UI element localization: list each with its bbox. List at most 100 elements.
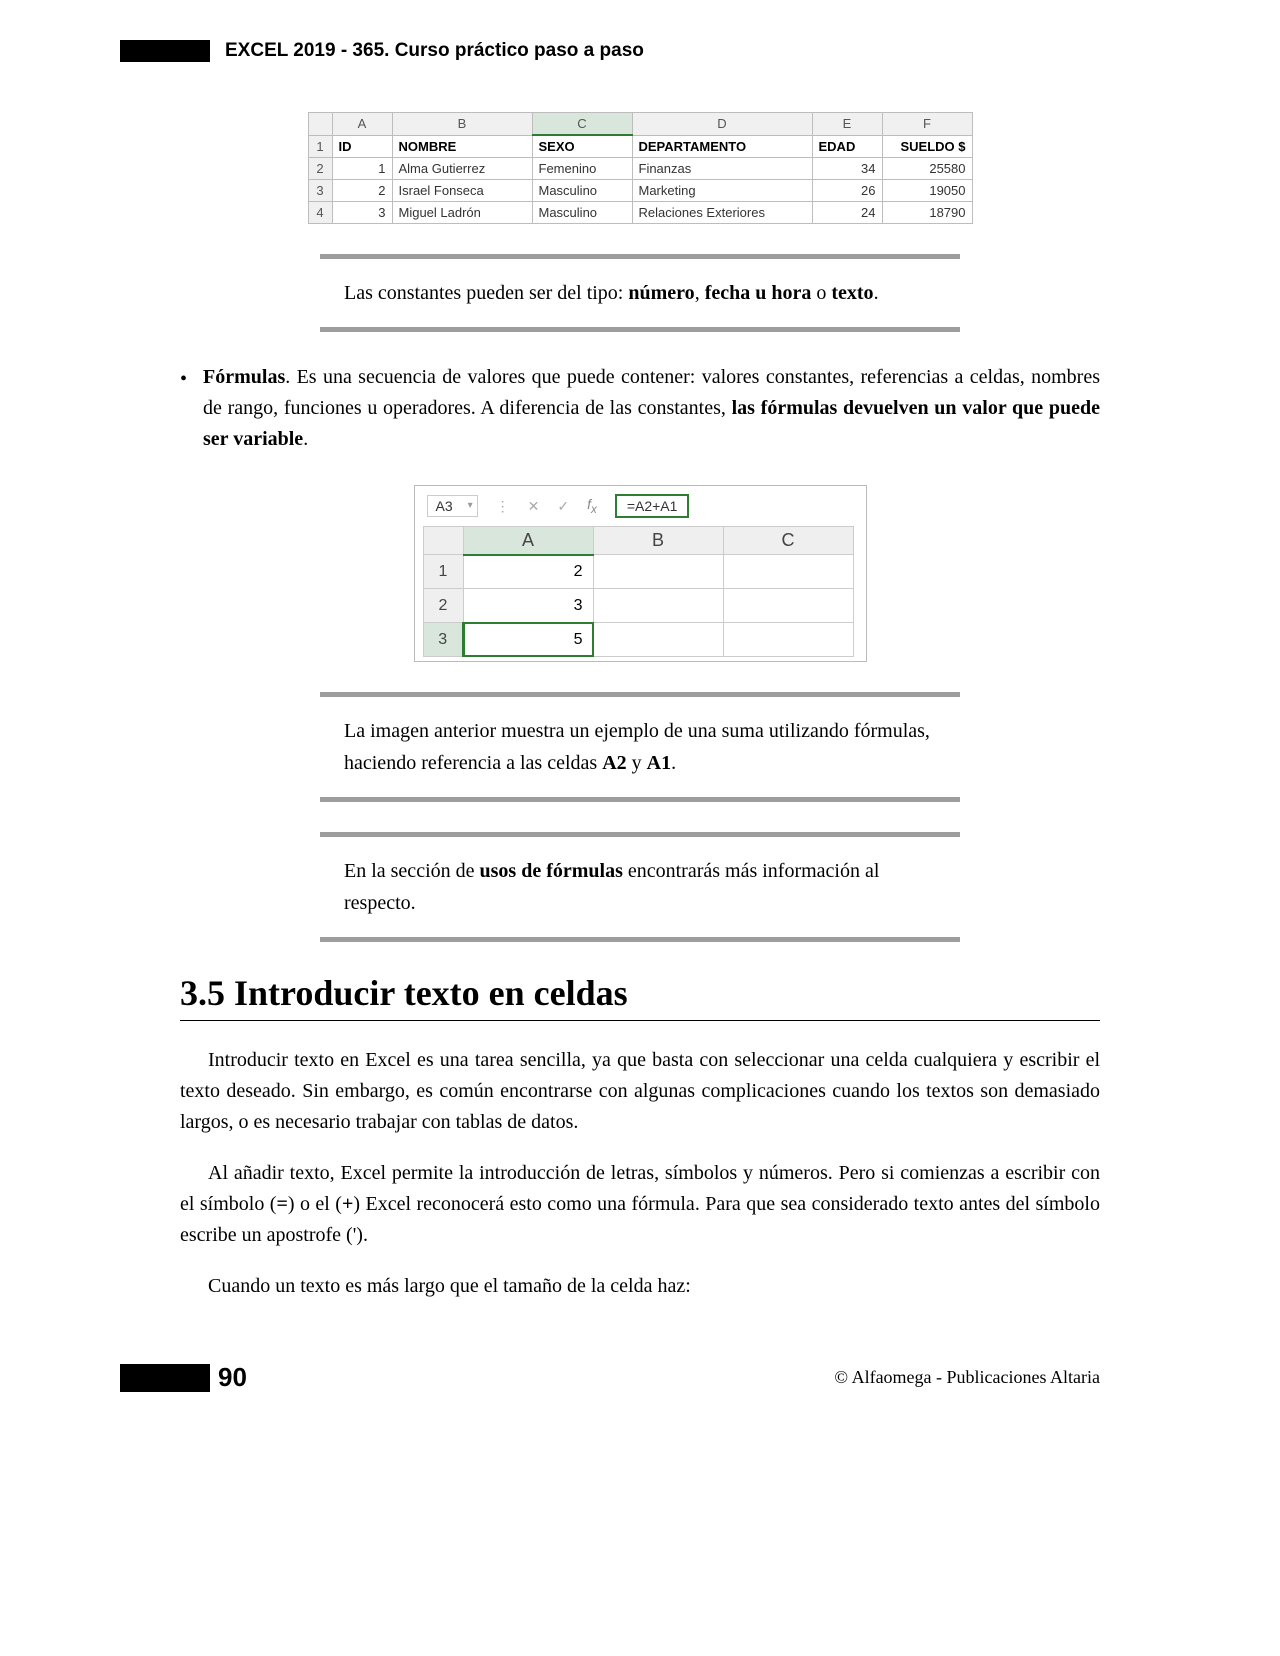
c2-b2: A1 — [647, 752, 671, 774]
cell-id-2: 2 — [332, 180, 392, 202]
para-1: Introducir texto en Excel es una tarea s… — [180, 1045, 1100, 1138]
hdr-sueldo: SUELDO $ — [882, 135, 972, 158]
footer-black-block — [120, 1364, 210, 1392]
row-2: 2 — [308, 158, 332, 180]
bullet-t2: . — [303, 428, 308, 450]
header-black-block — [120, 40, 210, 62]
callout2-bar-bottom — [320, 797, 960, 802]
callout-body: Las constantes pueden ser del tipo: núme… — [320, 259, 960, 327]
cell-dep-2: Marketing — [632, 180, 812, 202]
fx-icon: fx — [587, 496, 597, 516]
row-4: 4 — [308, 202, 332, 224]
cell-nombre-3: Miguel Ladrón — [392, 202, 532, 224]
callout-bar-bottom — [320, 327, 960, 332]
excel-formula-example: A3 ⋮ ✕ ✓ fx =A2+A1 A B C 1 2 — [120, 485, 1160, 662]
callout2-body: La imagen anterior muestra un ejemplo de… — [320, 697, 960, 797]
cell-sueldo-3: 18790 — [882, 202, 972, 224]
cell-C2 — [723, 589, 853, 623]
enter-icon: ✓ — [557, 498, 569, 515]
para-3: Cuando un texto es más largo que el tama… — [180, 1271, 1100, 1302]
c2-and: y — [627, 752, 647, 774]
bullet-text: Fórmulas. Es una secuencia de valores qu… — [203, 362, 1100, 455]
cell-A2: 3 — [463, 589, 593, 623]
col-F: F — [882, 113, 972, 136]
cell-sueldo-2: 19050 — [882, 180, 972, 202]
c1-prefix: Las constantes pueden ser del tipo: — [344, 282, 628, 304]
cell-sueldo-1: 25580 — [882, 158, 972, 180]
bullet-term: Fórmulas — [203, 366, 285, 388]
c3-t1: En la sección de — [344, 860, 480, 882]
col-B: B — [593, 527, 723, 555]
row-2: 2 — [423, 589, 463, 623]
hdr-dep: DEPARTAMENTO — [632, 135, 812, 158]
callout3-bar-bottom — [320, 937, 960, 942]
c1-b2: fecha u hora — [705, 282, 812, 304]
cell-sexo-1: Femenino — [532, 158, 632, 180]
cell-nombre-1: Alma Gutierrez — [392, 158, 532, 180]
excel-table-constants: A B C D E F 1 ID NOMBRE SEXO DEPARTAMENT… — [120, 112, 1160, 224]
hdr-id: ID — [332, 135, 392, 158]
hdr-nombre: NOMBRE — [392, 135, 532, 158]
page-header: EXCEL 2019 - 365. Curso práctico paso a … — [120, 40, 1160, 62]
page-number: 90 — [218, 1362, 247, 1393]
footer-left: 90 — [120, 1362, 247, 1393]
cell-B2 — [593, 589, 723, 623]
section-heading: 3.5 Introducir texto en celdas — [180, 972, 1160, 1014]
c1-b1: número — [628, 282, 694, 304]
bullet-dot-icon: • — [180, 364, 187, 455]
cell-sexo-3: Masculino — [532, 202, 632, 224]
p2-t2: ) o el ( — [288, 1193, 342, 1215]
header-title: EXCEL 2019 - 365. Curso práctico paso a … — [225, 40, 644, 62]
row-1: 1 — [423, 555, 463, 589]
cell-C3 — [723, 623, 853, 657]
row-1: 1 — [308, 135, 332, 158]
c1-b3: texto — [831, 282, 873, 304]
row-3: 3 — [308, 180, 332, 202]
callout3-body: En la sección de usos de fórmulas encont… — [320, 837, 960, 937]
divider-icon: ⋮ — [496, 498, 510, 515]
cell-edad-1: 34 — [812, 158, 882, 180]
cell-B1 — [593, 555, 723, 589]
callout-example: La imagen anterior muestra un ejemplo de… — [320, 692, 960, 802]
c1-mid: , — [695, 282, 705, 304]
cell-A1: 2 — [463, 555, 593, 589]
c3-b1: usos de fórmulas — [480, 860, 623, 882]
copyright: © Alfaomega - Publicaciones Altaria — [834, 1367, 1100, 1388]
cell-B3 — [593, 623, 723, 657]
corner-cell — [423, 527, 463, 555]
cell-C1 — [723, 555, 853, 589]
col-E: E — [812, 113, 882, 136]
col-C: C — [723, 527, 853, 555]
section-divider — [180, 1020, 1100, 1021]
cell-A3: 5 — [463, 623, 593, 657]
name-box: A3 — [427, 495, 478, 517]
para-2: Al añadir texto, Excel permite la introd… — [180, 1158, 1100, 1251]
p2-b1: = — [276, 1193, 287, 1215]
col-C: C — [532, 113, 632, 136]
cell-id-3: 3 — [332, 202, 392, 224]
c2-b1: A2 — [602, 752, 626, 774]
table-corner — [308, 113, 332, 136]
col-B: B — [392, 113, 532, 136]
cell-id-1: 1 — [332, 158, 392, 180]
p2-b2: + — [342, 1193, 353, 1215]
c1-suffix: . — [874, 282, 879, 304]
cell-dep-1: Finanzas — [632, 158, 812, 180]
callout-constants: Las constantes pueden ser del tipo: núme… — [320, 254, 960, 332]
cancel-icon: ✕ — [528, 498, 540, 515]
formula-box: =A2+A1 — [615, 494, 690, 518]
cell-edad-2: 26 — [812, 180, 882, 202]
col-A: A — [463, 527, 593, 555]
col-D: D — [632, 113, 812, 136]
c2-suffix: . — [671, 752, 676, 774]
page-footer: 90 © Alfaomega - Publicaciones Altaria — [120, 1362, 1160, 1393]
c1-or: o — [811, 282, 831, 304]
row-3: 3 — [423, 623, 463, 657]
col-A: A — [332, 113, 392, 136]
hdr-edad: EDAD — [812, 135, 882, 158]
bullet-formulas: • Fórmulas. Es una secuencia de valores … — [180, 362, 1100, 455]
hdr-sexo: SEXO — [532, 135, 632, 158]
callout-more-info: En la sección de usos de fórmulas encont… — [320, 832, 960, 942]
cell-sexo-2: Masculino — [532, 180, 632, 202]
cell-dep-3: Relaciones Exteriores — [632, 202, 812, 224]
